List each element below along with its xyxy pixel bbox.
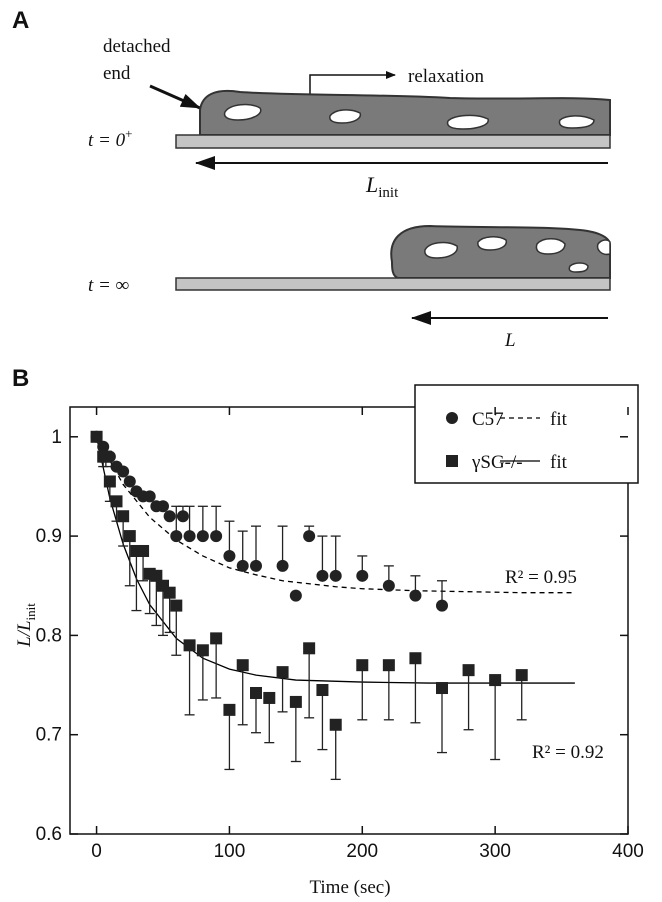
legend-box	[414, 384, 639, 484]
point	[356, 569, 369, 582]
legend-label: γSG-/-	[471, 452, 523, 473]
point	[183, 639, 196, 652]
y-tick-label: 0.7	[36, 725, 62, 746]
point	[210, 632, 223, 645]
point	[210, 530, 223, 543]
point	[316, 569, 329, 582]
point	[176, 510, 189, 523]
cell-hole	[223, 103, 595, 130]
point	[436, 682, 448, 695]
label-sub: init	[23, 603, 38, 621]
annotation: R² = 0.92	[532, 742, 604, 763]
point	[97, 440, 110, 453]
fit-line	[96, 436, 575, 594]
legend-marker	[446, 412, 458, 424]
length-label: Linit	[365, 172, 399, 201]
point	[462, 664, 475, 677]
y-axis-label: L/Linit	[14, 603, 38, 648]
length-label: L	[504, 330, 516, 351]
point	[137, 544, 150, 557]
x-tick-label: 200	[346, 841, 378, 862]
point	[123, 530, 136, 543]
cell	[199, 90, 611, 136]
annotation: detached	[103, 36, 171, 57]
label-part: t = 0	[88, 130, 126, 151]
x-tick-label: 100	[214, 841, 246, 862]
substrate	[175, 277, 611, 291]
label-sub: init	[378, 185, 399, 201]
point	[329, 569, 342, 582]
time-label: t = 0+	[88, 126, 132, 151]
point	[143, 490, 156, 503]
x-tick-label: 0	[91, 841, 102, 862]
point	[329, 718, 342, 731]
panel-label: B	[12, 365, 29, 392]
point	[289, 695, 302, 708]
substrate	[175, 134, 611, 149]
panel-a: A detached end relaxation t = 0+ Linit t…	[12, 7, 611, 351]
point	[236, 559, 249, 572]
y-tick-label: 0.9	[36, 526, 62, 547]
point	[123, 475, 136, 488]
relax-arrow	[309, 71, 396, 96]
label-part: L/L	[14, 620, 35, 647]
x-tick-label: 300	[479, 841, 511, 862]
label-sup: +	[125, 126, 132, 141]
point	[163, 510, 176, 523]
y-tick-label: 0.8	[36, 625, 62, 646]
point	[223, 703, 236, 716]
x-axis-label: Time (sec)	[309, 877, 390, 898]
point	[236, 659, 249, 672]
point	[223, 549, 236, 562]
point	[316, 684, 329, 697]
point	[90, 430, 103, 443]
point	[183, 530, 196, 543]
point	[117, 465, 130, 478]
point	[436, 599, 448, 612]
label-part: L	[365, 172, 378, 197]
pointer-arrow	[149, 84, 201, 110]
annotation: end	[103, 63, 131, 84]
point	[356, 659, 369, 672]
point	[382, 659, 395, 672]
point	[515, 669, 528, 682]
point	[250, 686, 262, 699]
cell-hole	[424, 236, 611, 273]
point	[196, 530, 209, 543]
panel-label: A	[12, 7, 29, 34]
y-tick-label: 1	[51, 427, 62, 448]
point	[303, 530, 316, 543]
point	[289, 589, 302, 602]
annotation: relaxation	[408, 66, 484, 87]
plot-frame	[69, 406, 629, 835]
point	[150, 569, 163, 582]
legend-marker	[446, 455, 458, 467]
point	[157, 500, 169, 513]
annotation: R² = 0.95	[505, 567, 577, 588]
point	[303, 642, 316, 655]
point	[117, 510, 130, 523]
time-label: t = ∞	[88, 275, 129, 296]
point	[263, 691, 276, 704]
x-tick-label: 400	[612, 841, 644, 862]
point	[110, 495, 123, 508]
point	[170, 599, 183, 612]
legend-label: fit	[550, 452, 568, 473]
point	[382, 579, 395, 592]
legend-label: C57	[472, 409, 504, 430]
point	[99, 450, 112, 463]
point	[409, 652, 422, 665]
point	[196, 644, 209, 657]
y-tick-label: 0.6	[36, 824, 62, 845]
point	[163, 586, 176, 599]
point	[250, 559, 262, 572]
legend-label: fit	[550, 409, 568, 430]
point	[170, 530, 183, 543]
point	[276, 666, 289, 679]
point	[409, 589, 422, 602]
point	[276, 559, 289, 572]
point	[489, 674, 502, 687]
point	[103, 475, 116, 488]
